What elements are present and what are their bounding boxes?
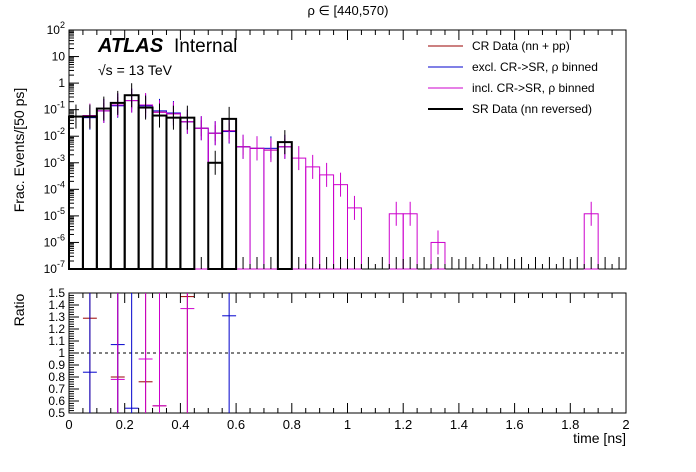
histogram-bar [221, 130, 237, 270]
bottom-y-tick-label: 0.9 [48, 358, 65, 372]
histogram-bar [123, 94, 140, 270]
histogram-bar [165, 113, 181, 270]
top-y-tick-label: 1 [58, 76, 65, 90]
top-y-tick-label: 10-2 [44, 126, 65, 143]
top-y-label: Frac. Events/[50 ps] [11, 88, 27, 213]
histogram-bar [110, 104, 126, 270]
histogram-bar [249, 147, 265, 270]
histogram-bar [151, 114, 168, 270]
top-y-tick-label: 10-7 [44, 259, 65, 276]
legend-entry-label: incl. CR->SR, ρ binned [472, 81, 595, 95]
histogram-bar [96, 110, 112, 270]
histogram-bar [152, 110, 167, 270]
histogram-bar [110, 105, 126, 270]
histogram-bar [276, 141, 293, 270]
histogram-bar [193, 127, 209, 270]
bottom-y-ticks: 0.50.60.70.80.911.11.21.31.41.5 [48, 286, 79, 420]
histogram-bar [95, 107, 112, 270]
top-y-tick-label: 10-1 [44, 100, 65, 117]
atlas-label: ATLAS [97, 35, 164, 57]
bottom-y-tick-label: 1.5 [48, 286, 65, 300]
top-y-tick-label: 10 [52, 50, 66, 64]
histogram-bar [277, 146, 293, 270]
histogram-bar [82, 117, 98, 270]
bottom-panel: 0.50.60.70.80.911.11.21.31.41.5 0 0.2 0.4 0… [11, 286, 630, 446]
histogram-bar [82, 115, 98, 270]
x-tick-label: 1 [344, 417, 351, 432]
x-tick-label: 1.2 [394, 417, 412, 432]
x-tick-label: 0.4 [171, 417, 189, 432]
chart-title: ρ ∈ [440,570) [308, 3, 389, 18]
legend: CR Data (nn + pp) excl. CR->SR, ρ binned i… [428, 39, 598, 116]
top-y-tick-label: 10-6 [44, 232, 65, 249]
histogram-bar [235, 146, 251, 270]
bottom-y-tick-label: 0.7 [48, 382, 65, 396]
legend-entry-label: SR Data (nn reversed) [472, 102, 592, 116]
histogram-bar [319, 174, 335, 270]
x-tick-label: 0 [65, 417, 72, 432]
histogram-bar [277, 146, 293, 270]
x-tick-label: 1.6 [506, 417, 524, 432]
bottom-y-tick-label: 1.2 [48, 322, 65, 336]
bottom-x-ticks: 0 0.2 0.4 0.6 0.8 1 1.2 1.4 1.6 1.8 2 [65, 293, 630, 432]
histogram-bar [235, 146, 251, 270]
histogram-bar [305, 166, 321, 270]
histogram-bar [179, 116, 196, 270]
top-y-tick-label: 10-3 [44, 153, 65, 170]
histogram-bar [96, 110, 112, 270]
bottom-y-label: Ratio [11, 293, 27, 326]
legend-entry-label: excl. CR->SR, ρ binned [472, 60, 598, 74]
x-tick-label: 1.4 [450, 417, 468, 432]
x-tick-label: 2 [622, 417, 629, 432]
histogram-bar [193, 127, 209, 270]
bottom-data [82, 293, 237, 413]
atlas-suffix: Internal [174, 36, 237, 57]
legend-entry-label: CR Data (nn + pp) [472, 39, 570, 53]
histogram-bar [179, 121, 195, 270]
histogram-bar [152, 111, 167, 270]
histogram-bar [263, 147, 279, 270]
top-x-ticks [68, 30, 627, 269]
top-data [68, 83, 620, 271]
histogram-bar [165, 112, 181, 270]
histogram-bar [221, 131, 237, 270]
bottom-y-tick-label: 1.3 [48, 310, 65, 324]
histogram-bar [124, 100, 140, 270]
histogram-bar [207, 161, 224, 270]
top-y-ticks: 10-7 10-6 10-5 10-4 10-3 10-2 10-1 1 10 102 [44, 20, 79, 276]
histogram-bar [124, 100, 140, 270]
top-y-tick-label: 10-5 [44, 206, 65, 223]
histogram-bar [249, 147, 265, 270]
histogram-bar [109, 101, 126, 271]
x-tick-label: 0.2 [116, 417, 134, 432]
histogram-bar [138, 104, 154, 270]
x-tick-label: 0.8 [283, 417, 301, 432]
histogram-bar [165, 116, 182, 270]
bottom-y-tick-label: 1 [58, 346, 65, 360]
histogram-bar [291, 157, 307, 270]
bottom-y-tick-label: 1.1 [48, 334, 65, 348]
x-tick-label: 1.8 [561, 417, 579, 432]
bottom-y-tick-label: 0.5 [48, 406, 65, 420]
histogram-bar [138, 105, 154, 270]
top-y-tick-label: 10-4 [44, 179, 65, 196]
energy-label: √s = 13 TeV [98, 62, 173, 78]
histogram-bar [81, 115, 98, 270]
ratio-series-2 [110, 293, 195, 413]
histogram-bar [263, 149, 279, 270]
x-tick-label: 0.6 [227, 417, 245, 432]
top-y-tick-label: 102 [47, 20, 65, 37]
histogram-bar [179, 121, 195, 270]
x-axis-label: time [ns] [573, 430, 626, 446]
top-panel: 10-7 10-6 10-5 10-4 10-3 10-2 10-1 1 10 102 Frac.… [11, 20, 627, 276]
histogram-bar [137, 106, 154, 270]
histogram-bar [333, 184, 349, 270]
bottom-y-tick-label: 1.4 [48, 298, 65, 312]
bottom-y-tick-label: 0.6 [48, 394, 65, 408]
bottom-y-tick-label: 0.8 [48, 370, 65, 384]
